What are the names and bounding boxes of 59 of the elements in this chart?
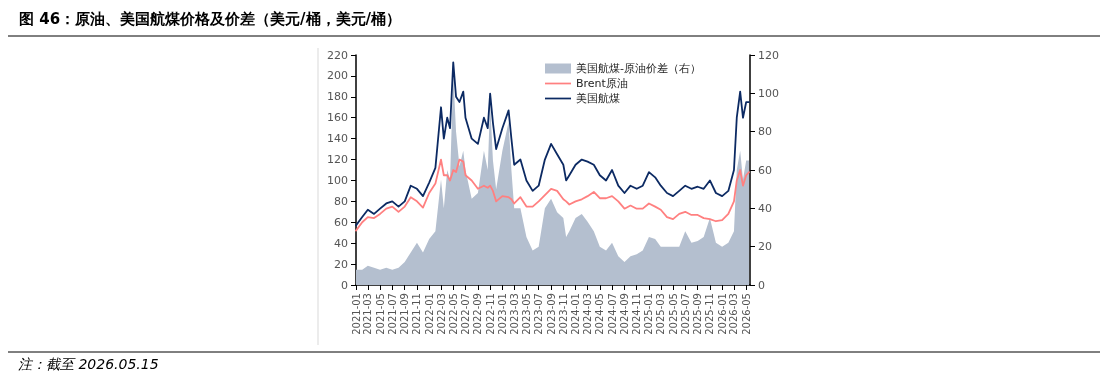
legend-label: Brent原油	[576, 77, 628, 90]
y-tick-label: 40	[334, 236, 348, 250]
x-tick-label: 2021-01	[350, 293, 362, 335]
y2-tick-label: 120	[758, 48, 779, 62]
y2-tick-label: 40	[758, 201, 772, 215]
y-tick-label: 80	[334, 194, 348, 208]
x-tick-label: 2024-01	[570, 293, 582, 335]
y-tick-label: 0	[341, 278, 348, 292]
x-tick-label: 2024-07	[606, 293, 618, 335]
y-tick-label: 20	[334, 257, 348, 271]
x-tick-label: 2023-01	[496, 293, 508, 335]
x-tick-label: 2021-03	[362, 293, 374, 335]
x-tick-label: 2024-09	[618, 293, 630, 335]
y-tick-label: 140	[327, 132, 348, 146]
y2-tick-label: 100	[758, 86, 779, 100]
text: 图 46：原油、美国航煤价格及价差（美元/桶，美元/桶）	[19, 9, 402, 28]
x-tick-label: 2022-09	[472, 293, 484, 335]
y-tick-label: 100	[327, 173, 348, 187]
x-tick-label: 2023-05	[520, 293, 532, 335]
x-tick-label: 2023-09	[545, 293, 557, 335]
x-tick-label: 2022-11	[484, 293, 496, 335]
x-tick-label: 2022-05	[447, 293, 459, 335]
y-tick-label: 60	[334, 215, 348, 229]
text: 注：截至 2026.05.15	[18, 356, 159, 372]
line-series	[355, 61, 750, 227]
x-tick-label: 2025-07	[679, 293, 691, 335]
x-tick-label: 2022-07	[459, 293, 471, 335]
x-tick-label: 2025-05	[667, 293, 679, 335]
y-tick-label: 200	[327, 69, 348, 83]
y2-tick-label: 20	[758, 240, 772, 254]
x-tick-label: 2026-03	[728, 293, 740, 335]
x-tick-label: 2025-01	[643, 293, 655, 335]
y2-tick-label: 0	[758, 278, 765, 292]
x-tick-label: 2022-01	[423, 293, 435, 335]
x-tick-label: 2024-03	[582, 293, 594, 335]
x-tick-label: 2026-05	[740, 293, 752, 335]
x-tick-label: 2024-11	[631, 293, 643, 335]
y-tick-label: 220	[327, 48, 348, 62]
y-tick-label: 180	[327, 90, 348, 104]
legend-label: 美国航煤-原油价差（右）	[576, 62, 701, 75]
legend-label: 美国航煤	[576, 92, 620, 105]
x-tick-label: 2026-01	[716, 293, 728, 335]
x-tick-label: 2023-03	[508, 293, 520, 335]
x-tick-label: 2025-11	[704, 293, 716, 335]
x-tick-label: 2025-03	[655, 293, 667, 335]
x-tick-label: 2021-11	[411, 293, 423, 335]
x-tick-label: 2021-09	[399, 293, 411, 335]
y2-tick-label: 80	[758, 125, 772, 139]
y-tick-label: 160	[327, 111, 348, 125]
x-tick-label: 2024-05	[594, 293, 606, 335]
x-tick-label: 2023-11	[557, 293, 569, 335]
x-tick-label: 2021-07	[386, 293, 398, 335]
x-tick-label: 2022-03	[435, 293, 447, 335]
line-series	[355, 158, 750, 232]
y2-tick-label: 60	[758, 163, 772, 177]
y-tick-label: 120	[327, 153, 348, 167]
x-tick-label: 2025-09	[692, 293, 704, 335]
x-tick-label: 2021-05	[374, 293, 386, 335]
x-tick-label: 2023-07	[533, 293, 545, 335]
